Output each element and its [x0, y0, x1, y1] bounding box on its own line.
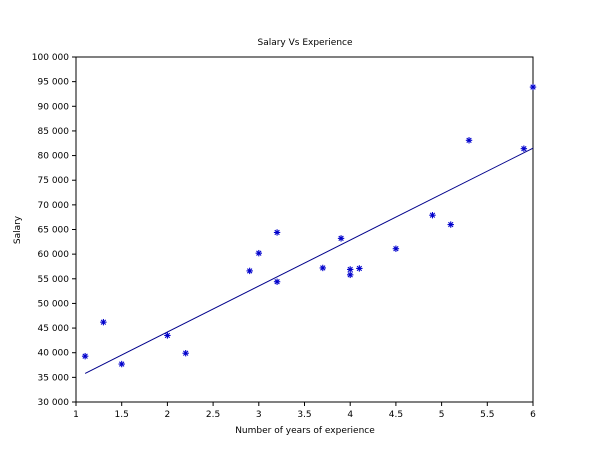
data-point: [100, 318, 107, 326]
x-tick-label: 5.5: [480, 410, 494, 420]
data-point: [337, 235, 345, 242]
data-point: [392, 245, 400, 252]
data-point: [429, 212, 436, 219]
y-tick-label: 40 000: [38, 349, 70, 359]
data-point: [347, 266, 354, 273]
x-tick-label: 3.5: [297, 410, 311, 420]
data-point: [182, 350, 189, 357]
x-tick-label: 2.5: [206, 410, 220, 420]
y-tick-label: 55 000: [38, 275, 70, 285]
data-point: [356, 265, 363, 272]
x-tick-label: 2: [165, 410, 171, 420]
y-tick-label: 75 000: [38, 176, 70, 186]
x-axis-title: Number of years of experience: [235, 426, 375, 436]
x-tick-label: 1.5: [115, 410, 129, 420]
x-tick-label: 6: [530, 410, 536, 420]
y-tick-label: 45 000: [38, 324, 70, 334]
x-tick-label: 4.5: [389, 410, 403, 420]
y-tick-label: 30 000: [38, 398, 70, 408]
y-tick-label: 100 000: [32, 53, 69, 63]
data-point: [118, 360, 125, 368]
y-tick-label: 90 000: [38, 102, 70, 112]
y-tick-label: 60 000: [38, 250, 70, 260]
data-point: [164, 332, 171, 339]
y-tick-label: 50 000: [38, 299, 70, 309]
x-tick-label: 4: [347, 410, 353, 420]
data-point: [347, 271, 354, 279]
data-point: [273, 229, 281, 236]
y-tick-label: 70 000: [38, 201, 70, 211]
y-tick-label: 95 000: [38, 78, 70, 88]
data-point: [465, 137, 473, 144]
data-point: [447, 221, 454, 228]
data-point: [529, 83, 537, 91]
chart-title: Salary Vs Experience: [257, 38, 352, 48]
data-point: [520, 145, 528, 152]
data-point: [319, 264, 326, 272]
x-tick-label: 1: [73, 410, 79, 420]
x-tick-label: 3: [256, 410, 262, 420]
y-tick-label: 35 000: [38, 373, 70, 383]
regression-line: [84, 147, 534, 374]
data-point: [255, 249, 262, 257]
y-tick-label: 65 000: [38, 226, 70, 236]
data-point: [81, 352, 89, 360]
data-point: [273, 278, 281, 285]
y-tick-label: 85 000: [38, 127, 70, 137]
x-tick-label: 5: [439, 410, 445, 420]
y-tick-label: 80 000: [38, 152, 70, 162]
data-point: [246, 267, 253, 275]
y-axis-title: Salary: [13, 215, 23, 244]
